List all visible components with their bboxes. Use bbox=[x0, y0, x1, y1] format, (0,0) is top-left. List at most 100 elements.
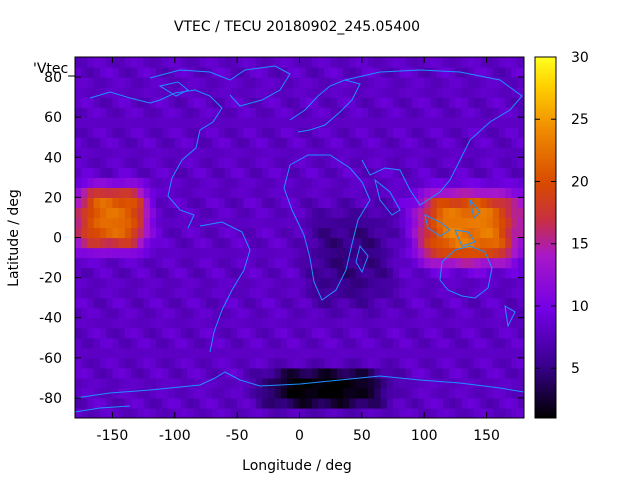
heatmap-cell bbox=[467, 207, 475, 219]
heatmap-cell bbox=[112, 337, 120, 349]
heatmap-cell bbox=[318, 287, 326, 299]
heatmap-cell bbox=[343, 387, 350, 399]
heatmap-cell bbox=[480, 157, 488, 168]
heatmap-cell bbox=[417, 157, 425, 168]
heatmap-cell bbox=[299, 107, 307, 118]
heatmap-cell bbox=[124, 377, 132, 389]
heatmap-cell bbox=[505, 57, 513, 68]
heatmap-cell bbox=[274, 347, 282, 359]
heatmap-cell bbox=[349, 177, 357, 188]
heatmap-cell bbox=[280, 167, 288, 178]
heatmap-cell bbox=[243, 67, 251, 78]
heatmap-cell bbox=[118, 257, 126, 269]
heatmap-cell bbox=[137, 307, 145, 319]
heatmap-cell bbox=[293, 267, 301, 279]
heatmap-cell bbox=[386, 107, 394, 118]
heatmap-cell bbox=[174, 177, 182, 188]
heatmap-cell bbox=[430, 247, 438, 259]
heatmap-cell bbox=[430, 257, 438, 269]
heatmap-cell bbox=[293, 87, 301, 98]
heatmap-cell bbox=[249, 167, 257, 178]
heatmap-cell bbox=[212, 377, 220, 389]
heatmap-cell bbox=[386, 297, 394, 309]
heatmap-cell bbox=[305, 257, 313, 269]
heatmap-cell bbox=[349, 127, 357, 138]
heatmap-cell bbox=[181, 157, 188, 168]
heatmap-cell bbox=[205, 297, 213, 309]
heatmap-cell bbox=[124, 177, 132, 188]
heatmap-cell bbox=[99, 217, 107, 229]
heatmap-cell bbox=[168, 307, 176, 319]
heatmap-cell bbox=[505, 167, 513, 178]
heatmap-cell bbox=[81, 277, 89, 289]
heatmap-cell bbox=[336, 187, 344, 198]
heatmap-cell bbox=[343, 317, 350, 329]
heatmap-cell bbox=[293, 327, 301, 339]
heatmap-cell bbox=[405, 177, 413, 188]
heatmap-cell bbox=[386, 357, 394, 369]
heatmap-cell bbox=[199, 347, 207, 359]
heatmap-cell bbox=[399, 77, 407, 88]
heatmap-cell bbox=[280, 357, 288, 369]
heatmap-cell bbox=[168, 277, 176, 289]
heatmap-cell bbox=[311, 407, 319, 418]
heatmap-cell bbox=[486, 367, 494, 379]
heatmap-cell bbox=[106, 297, 114, 309]
heatmap-cell bbox=[330, 297, 338, 309]
heatmap-cell bbox=[492, 317, 500, 329]
heatmap-cell bbox=[330, 307, 338, 319]
heatmap-cell bbox=[336, 217, 344, 229]
heatmap-cell bbox=[193, 377, 201, 389]
heatmap-cell bbox=[480, 317, 488, 329]
heatmap-cell bbox=[430, 347, 438, 359]
heatmap-cell bbox=[517, 337, 524, 349]
heatmap-cell bbox=[224, 357, 232, 369]
heatmap-cell bbox=[81, 247, 89, 259]
heatmap-cell bbox=[474, 127, 481, 138]
heatmap-cell bbox=[149, 357, 157, 369]
heatmap-cell bbox=[386, 277, 394, 289]
heatmap-cell bbox=[330, 57, 338, 68]
heatmap-cell bbox=[156, 87, 163, 98]
heatmap-cell bbox=[93, 217, 101, 229]
heatmap-cell bbox=[305, 147, 313, 158]
heatmap-cell bbox=[361, 187, 369, 198]
heatmap-cell bbox=[75, 387, 82, 399]
heatmap-cell bbox=[393, 407, 400, 418]
heatmap-cell bbox=[374, 157, 382, 168]
heatmap-cell bbox=[181, 377, 188, 389]
heatmap-cell bbox=[212, 127, 220, 138]
heatmap-cell bbox=[318, 357, 326, 369]
heatmap-cell bbox=[386, 227, 394, 239]
heatmap-cell bbox=[486, 297, 494, 309]
heatmap-cell bbox=[187, 357, 195, 369]
heatmap-cell bbox=[212, 77, 220, 88]
heatmap-cell bbox=[137, 297, 145, 309]
heatmap-cell bbox=[212, 67, 220, 78]
heatmap-cell bbox=[212, 167, 220, 178]
heatmap-cell bbox=[430, 217, 438, 229]
heatmap-cell bbox=[168, 407, 176, 418]
heatmap-cell bbox=[330, 87, 338, 98]
heatmap-cell bbox=[87, 267, 95, 279]
heatmap-cell bbox=[411, 267, 419, 279]
heatmap-cell bbox=[311, 237, 319, 249]
heatmap-cell bbox=[430, 177, 438, 188]
heatmap-cell bbox=[486, 227, 494, 239]
heatmap-cell bbox=[330, 287, 338, 299]
heatmap-cell bbox=[243, 397, 251, 409]
heatmap-cell bbox=[156, 197, 163, 209]
heatmap-cell bbox=[368, 407, 375, 418]
heatmap-cell bbox=[467, 147, 475, 158]
heatmap-cell bbox=[305, 397, 313, 409]
heatmap-cell bbox=[237, 287, 244, 299]
heatmap-cell bbox=[99, 407, 107, 418]
heatmap-cell bbox=[386, 127, 394, 138]
heatmap-cell bbox=[205, 227, 213, 239]
heatmap-cell bbox=[205, 127, 213, 138]
heatmap-cell bbox=[424, 257, 432, 269]
heatmap-cell bbox=[324, 167, 332, 178]
heatmap-cell bbox=[474, 157, 481, 168]
heatmap-cell bbox=[99, 87, 107, 98]
heatmap-cell bbox=[380, 307, 388, 319]
